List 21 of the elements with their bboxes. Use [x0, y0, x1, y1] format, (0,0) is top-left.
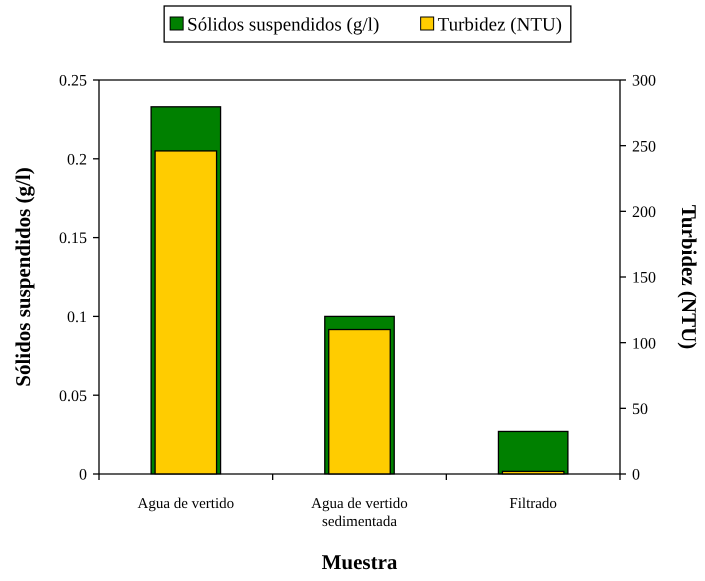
y-tick-label: 0.15 — [59, 230, 87, 248]
y2-tick-label: 150 — [632, 270, 656, 287]
y-tick-label: 0.1 — [67, 309, 87, 326]
y2-tick-label: 100 — [632, 335, 656, 352]
x-tick-label: Agua de vertido — [138, 496, 234, 512]
y-tick-label: 0.05 — [59, 388, 87, 405]
y2-tick-label: 300 — [632, 72, 656, 90]
y-tick-label: 0 — [79, 466, 87, 484]
y2-axis-title: Turbidez (NTU) — [677, 204, 701, 350]
x-tick-label: Filtrado — [509, 496, 557, 512]
legend-label: Turbidez (NTU) — [438, 14, 562, 36]
legend-label: Sólidos suspendidos (g/l) — [187, 14, 380, 36]
y2-tick-label: 250 — [632, 138, 656, 156]
y2-tick-label: 50 — [632, 400, 648, 418]
y-axis-title: Sólidos suspendidos (g/l) — [11, 167, 35, 387]
x-tick-label: Agua de vertido sedimentada — [311, 496, 408, 530]
y-tick-label: 0.25 — [59, 72, 87, 90]
y2-tick-label: 200 — [632, 204, 656, 221]
y-tick-label: 0.2 — [67, 151, 87, 168]
y2-tick-label: 0 — [632, 466, 640, 484]
x-axis-title: Muestra — [322, 550, 398, 574]
